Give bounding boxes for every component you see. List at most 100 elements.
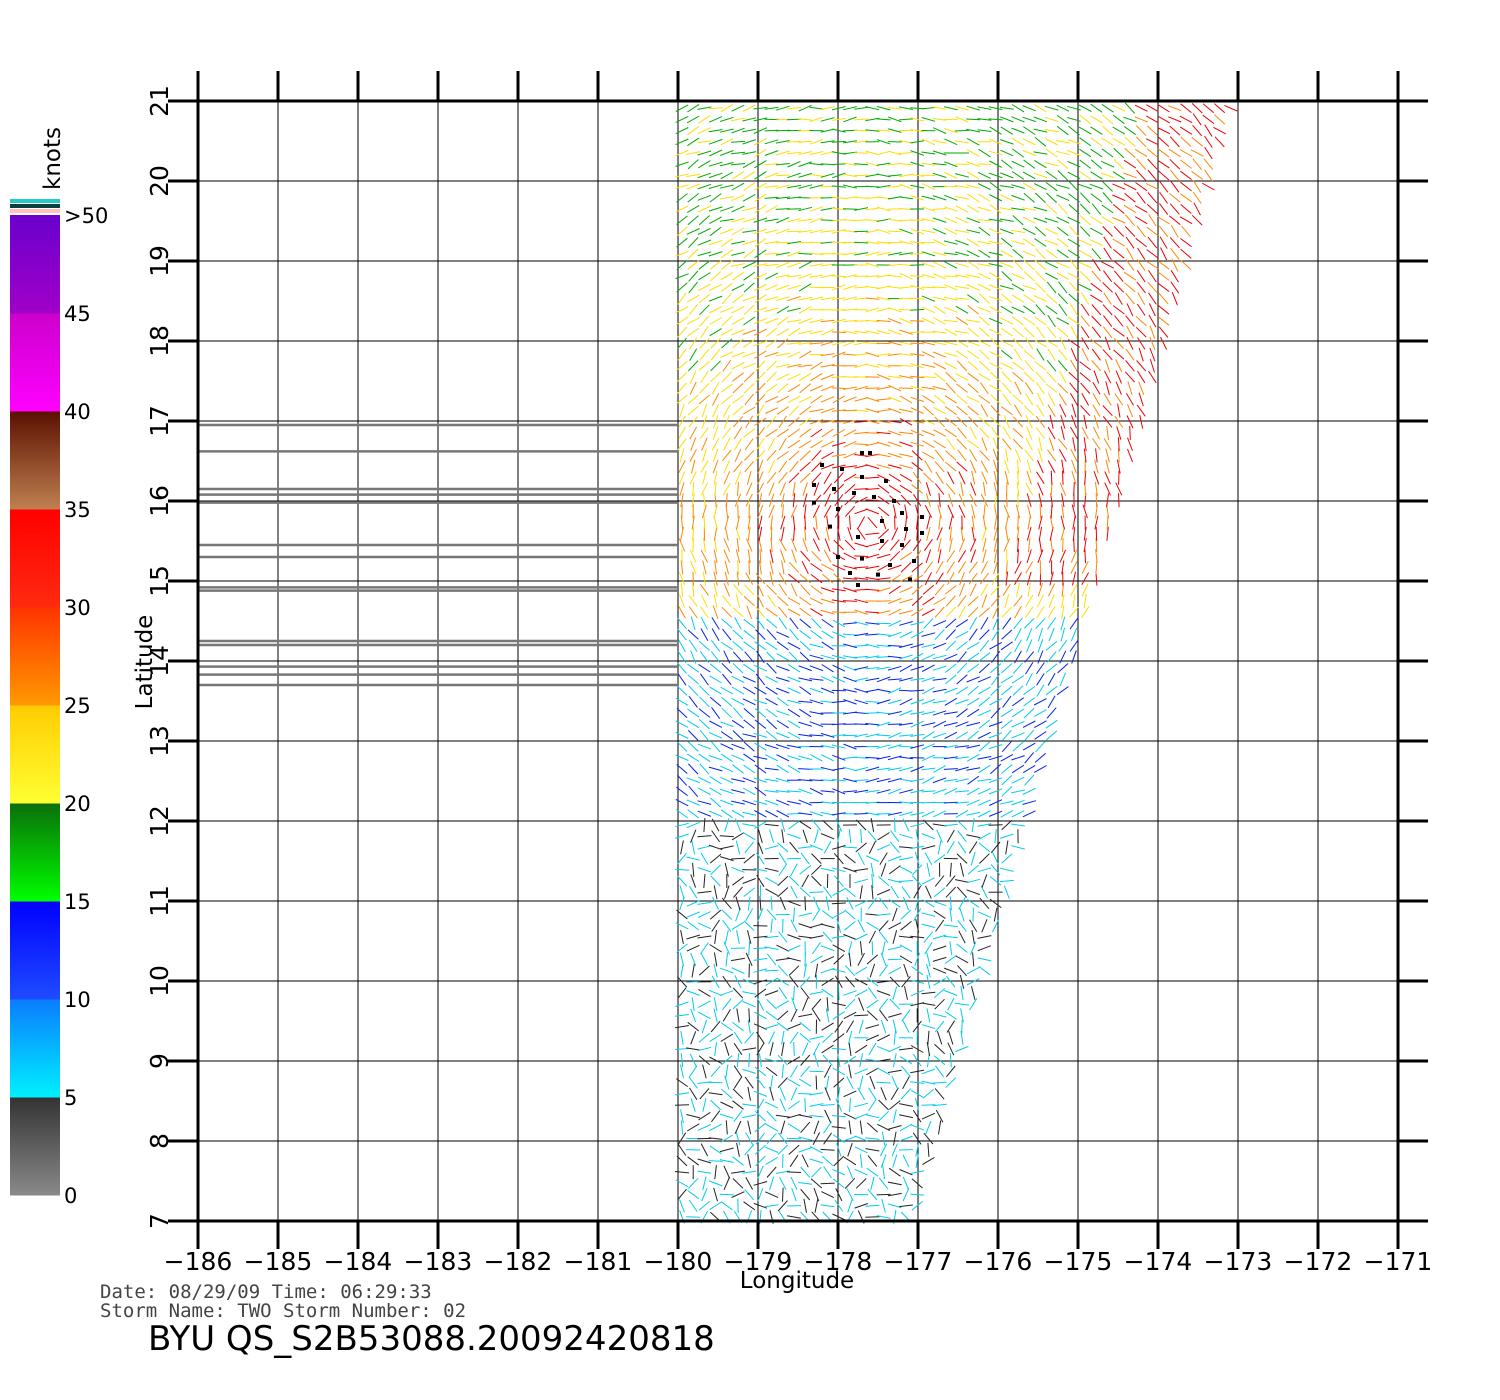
wind-barb (711, 628, 720, 641)
wind-barb (832, 1134, 845, 1144)
wind-barb (757, 840, 764, 855)
wind-barb (732, 1088, 744, 1100)
wind-barb (981, 874, 988, 888)
wind-barb (848, 1042, 852, 1056)
wind-barb (922, 596, 935, 606)
wind-barb (747, 515, 751, 530)
wind-barb (966, 171, 980, 180)
wind-barb (812, 1009, 821, 1022)
wind-barb (988, 228, 1003, 235)
wind-barb (799, 686, 812, 696)
wind-barb (990, 685, 1001, 696)
wind-barb (731, 719, 745, 729)
wind-barb (731, 263, 745, 267)
wind-barb (809, 711, 824, 715)
wind-barb (776, 428, 789, 438)
wind-barb (789, 460, 799, 473)
wind-barb (911, 584, 923, 595)
wind-barb (843, 778, 857, 783)
wind-barb (778, 863, 788, 876)
wind-barb (678, 639, 686, 653)
wind-barb (944, 653, 958, 661)
wind-barb (834, 494, 844, 507)
wind-barb (809, 151, 824, 155)
wind-barb (1011, 810, 1025, 818)
wind-barb (735, 527, 741, 541)
wind-barb (832, 944, 846, 953)
wind-barb (820, 117, 835, 122)
wind-barb (1011, 184, 1025, 189)
storm-marker (832, 487, 836, 491)
wind-barb (813, 1187, 820, 1202)
wind-barb (1025, 393, 1034, 406)
wind-barb (934, 483, 945, 495)
wind-barb (1112, 194, 1126, 202)
wind-barb (787, 241, 801, 245)
wind-barb (910, 720, 924, 728)
wind-barb (956, 405, 968, 416)
wind-barb (994, 829, 997, 844)
wind-barb (1146, 115, 1159, 124)
wind-barb (713, 1008, 718, 1023)
wind-barb (887, 958, 902, 961)
wind-barb (813, 482, 820, 496)
wind-barb (675, 1014, 689, 1017)
wind-barb (777, 596, 789, 606)
wind-barb (736, 930, 740, 944)
wind-barb (747, 1154, 752, 1168)
wind-barb (709, 226, 722, 237)
wind-barb (1113, 337, 1124, 349)
wind-barb (837, 1053, 841, 1068)
wind-barb (780, 549, 786, 563)
wind-barb (766, 415, 777, 428)
wind-barb (957, 427, 967, 439)
wind-barb (1091, 438, 1101, 451)
wind-barb (932, 163, 947, 166)
wind-barb (903, 963, 909, 978)
wind-barb (687, 730, 699, 741)
wind-barb (820, 945, 835, 952)
wind-barb (880, 1087, 887, 1101)
wind-barb (854, 420, 869, 423)
wind-barb (764, 946, 779, 950)
wind-barb (1146, 125, 1158, 136)
wind-barb (910, 621, 925, 626)
wind-barb (766, 719, 778, 730)
wind-barb (680, 1064, 684, 1079)
wind-barb (843, 429, 857, 437)
wind-barb (697, 787, 711, 796)
wind-barb (686, 204, 700, 214)
wind-barb (993, 482, 998, 496)
wind-barb (867, 830, 878, 842)
wind-barb (810, 608, 823, 617)
wind-barb (788, 1100, 800, 1110)
wind-barb (859, 885, 863, 900)
wind-barb (923, 539, 933, 551)
wind-barb (678, 571, 686, 586)
wind-barb (702, 1064, 707, 1079)
wind-barb (768, 493, 775, 507)
wind-barb (876, 409, 891, 413)
wind-barb (921, 1080, 936, 1085)
wind-barb (846, 1076, 854, 1090)
wind-barb (1001, 786, 1013, 797)
wind-barb (854, 621, 869, 626)
wind-barb (814, 963, 819, 978)
wind-barb (843, 665, 857, 672)
wind-barb (677, 628, 687, 641)
wind-barb (677, 662, 687, 674)
wind-barb (721, 606, 733, 618)
latitude-tick-label: 13 (145, 725, 174, 757)
wind-barb (989, 181, 1002, 192)
wind-barb (770, 515, 773, 530)
wind-barb (848, 1064, 852, 1079)
wind-barb (711, 818, 720, 832)
wind-barb (921, 991, 936, 995)
wind-barb (910, 441, 925, 447)
wind-barb (675, 833, 689, 839)
wind-barb (753, 317, 768, 325)
wind-barb (878, 1099, 889, 1111)
wind-barb (1047, 460, 1056, 473)
wind-barb (854, 766, 869, 772)
